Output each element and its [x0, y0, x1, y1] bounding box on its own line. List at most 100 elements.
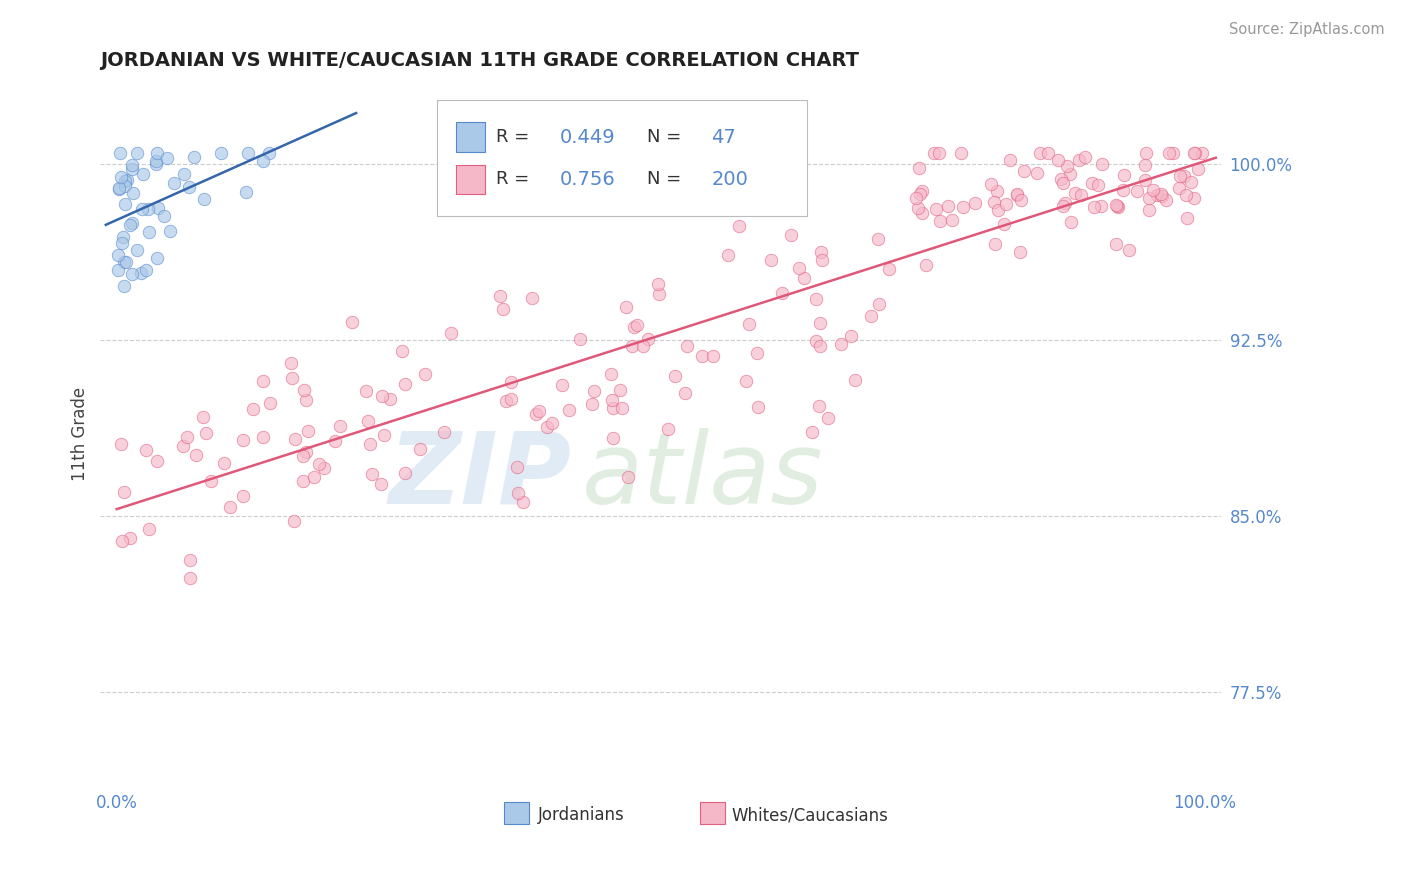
- Point: [609, 383, 631, 397]
- Point: [994, 197, 1017, 211]
- Text: ZIP: ZIP: [388, 427, 571, 524]
- Point: [1008, 245, 1031, 260]
- Point: [675, 386, 697, 401]
- Point: [114, 197, 136, 211]
- Point: [839, 328, 862, 343]
- Point: [111, 533, 134, 548]
- Point: [1182, 145, 1205, 160]
- Point: [1073, 150, 1095, 164]
- Point: [1052, 199, 1074, 213]
- Point: [112, 278, 135, 293]
- Point: [236, 145, 259, 160]
- Point: [242, 402, 264, 417]
- Point: [868, 232, 890, 246]
- Point: [811, 252, 834, 267]
- Point: [1118, 243, 1140, 257]
- Text: Whites/Caucasians: Whites/Caucasians: [731, 806, 889, 824]
- Point: [491, 301, 513, 316]
- Point: [499, 375, 522, 389]
- Point: [1059, 214, 1081, 228]
- Point: [1029, 145, 1052, 160]
- Point: [219, 500, 242, 514]
- Text: JORDANIAN VS WHITE/CAUCASIAN 11TH GRADE CORRELATION CHART: JORDANIAN VS WHITE/CAUCASIAN 11TH GRADE …: [100, 51, 859, 70]
- FancyBboxPatch shape: [456, 165, 485, 194]
- Point: [1047, 153, 1070, 167]
- Point: [121, 161, 143, 176]
- Point: [986, 184, 1008, 198]
- Point: [127, 145, 149, 160]
- Text: 0.449: 0.449: [560, 128, 616, 146]
- Point: [145, 252, 167, 266]
- Point: [163, 176, 186, 190]
- Point: [520, 292, 543, 306]
- Point: [297, 425, 319, 439]
- Point: [115, 254, 138, 268]
- Point: [551, 377, 574, 392]
- Point: [173, 168, 195, 182]
- Point: [637, 332, 659, 346]
- Point: [284, 432, 307, 446]
- Point: [676, 339, 699, 353]
- Point: [1025, 165, 1047, 179]
- Point: [108, 182, 131, 196]
- Point: [804, 334, 827, 348]
- Point: [146, 202, 169, 216]
- Point: [135, 442, 157, 457]
- Point: [108, 145, 131, 160]
- Point: [657, 422, 679, 436]
- Point: [314, 461, 336, 475]
- Point: [232, 489, 254, 503]
- Point: [156, 151, 179, 165]
- Point: [191, 409, 214, 424]
- Point: [176, 430, 198, 444]
- Point: [581, 397, 603, 411]
- FancyBboxPatch shape: [456, 122, 485, 152]
- Point: [1112, 183, 1135, 197]
- Point: [107, 181, 129, 195]
- Point: [1052, 176, 1074, 190]
- Point: [922, 145, 945, 160]
- Point: [844, 373, 866, 387]
- Point: [360, 467, 382, 481]
- Text: R =: R =: [496, 170, 536, 188]
- Point: [980, 177, 1002, 191]
- Point: [329, 418, 352, 433]
- Point: [804, 292, 827, 306]
- Point: [1000, 153, 1022, 168]
- Point: [115, 173, 138, 187]
- Text: 0.756: 0.756: [560, 169, 616, 189]
- Point: [728, 219, 751, 233]
- Point: [925, 202, 948, 216]
- Point: [1154, 194, 1177, 208]
- Point: [122, 186, 145, 200]
- Point: [153, 209, 176, 223]
- Point: [183, 150, 205, 164]
- Point: [1067, 153, 1090, 168]
- Point: [111, 235, 134, 250]
- FancyBboxPatch shape: [503, 802, 529, 824]
- Point: [859, 309, 882, 323]
- Point: [145, 153, 167, 168]
- Point: [118, 218, 141, 232]
- Point: [1056, 159, 1078, 173]
- Point: [623, 319, 645, 334]
- Point: [110, 436, 132, 450]
- Point: [308, 458, 330, 472]
- Point: [1191, 145, 1213, 160]
- FancyBboxPatch shape: [437, 100, 807, 216]
- Point: [1036, 145, 1059, 160]
- Y-axis label: 11th Grade: 11th Grade: [72, 387, 89, 481]
- Point: [620, 339, 643, 353]
- Point: [868, 296, 890, 310]
- Point: [112, 229, 135, 244]
- Point: [612, 401, 634, 416]
- Point: [177, 179, 200, 194]
- Text: Source: ZipAtlas.com: Source: ZipAtlas.com: [1229, 22, 1385, 37]
- Point: [1187, 161, 1209, 176]
- Point: [1133, 158, 1156, 172]
- Point: [506, 459, 529, 474]
- Point: [911, 206, 934, 220]
- Point: [357, 414, 380, 428]
- Point: [1104, 236, 1126, 251]
- Point: [928, 145, 950, 160]
